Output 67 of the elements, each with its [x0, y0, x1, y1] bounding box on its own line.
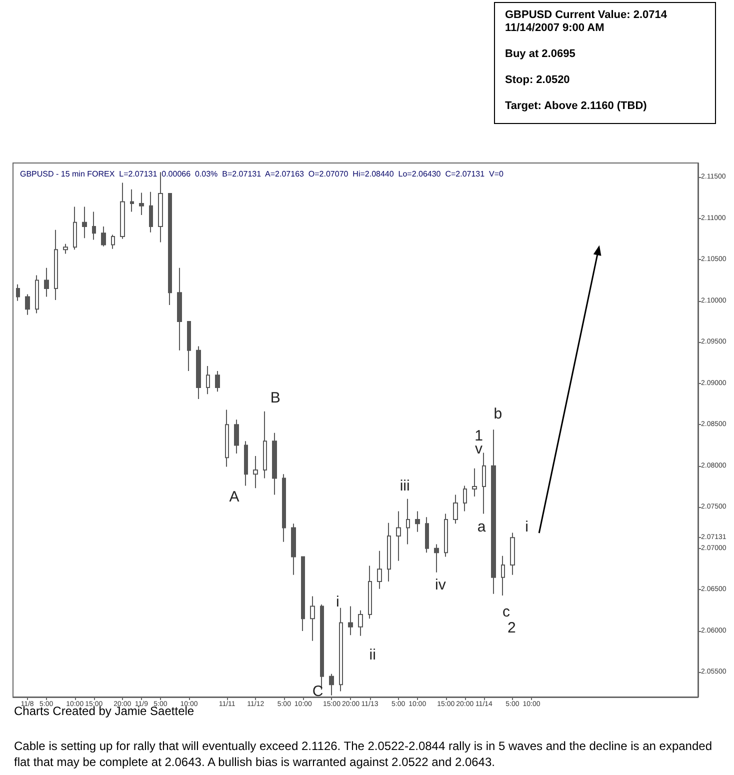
candlestick: [244, 440, 248, 486]
candlestick: [25, 294, 30, 316]
candlestick: [44, 267, 49, 298]
candlestick: [348, 606, 353, 636]
candlestick: [282, 474, 286, 542]
candlestick: [444, 513, 448, 558]
candlestick: [358, 610, 363, 636]
candlestick: [73, 206, 77, 250]
candlestick: [206, 366, 210, 395]
annotation: 2: [508, 620, 516, 637]
candlestick: [415, 510, 420, 532]
annotation: i: [525, 518, 528, 536]
candlestick: [291, 523, 296, 576]
candlestick: [149, 191, 153, 233]
annotation: a: [477, 518, 486, 536]
annotation: b: [494, 405, 502, 422]
candlestick: [491, 429, 496, 594]
annotation: ii: [369, 646, 376, 664]
candlestick: [177, 267, 182, 351]
candlestick: [501, 555, 505, 596]
candlestick: [196, 346, 201, 400]
candlestick: [272, 432, 277, 496]
candlestick: [35, 274, 39, 314]
candlestick: [130, 188, 134, 212]
candlestick: [215, 370, 220, 392]
candlestick: [368, 565, 372, 620]
annotation: B: [270, 389, 280, 406]
candlestick: [482, 452, 486, 514]
annotation: i: [336, 593, 340, 610]
candlestick: [510, 532, 515, 576]
annotation: iv: [435, 576, 446, 594]
candlestick: [406, 498, 410, 545]
candlestick: [225, 409, 229, 468]
text: GBPUSD - 15 min FOREX L=2.07131 0.00066 0.03% B=2.07131 A=2.07163 O=2.07070 Hi=2.08440 Lo=2.06430 C=2.07131 V=0: [20, 170, 504, 178]
candlestick: [310, 596, 315, 642]
annotation: A: [229, 488, 240, 506]
candlestick: [101, 226, 106, 247]
candlestick: [63, 243, 68, 254]
annotation: iii: [400, 478, 410, 495]
candlestick: [377, 550, 382, 590]
candlestick: [158, 172, 163, 243]
candlestick: [329, 673, 334, 696]
candlestick: [16, 284, 20, 302]
candlestick: [425, 516, 429, 554]
annotation: C: [312, 683, 324, 700]
candlestick: [234, 419, 239, 454]
candlestick: [111, 234, 115, 250]
candlestick: [54, 229, 58, 301]
candlestick: [434, 544, 439, 573]
candlestick: [396, 510, 401, 562]
text: GBPUSD Current Value: 2.0714 11/14/2007 9:00 AM Buy at 2.0695 Stop: 2.0520 Target: Above 2.1160 (TBD): [505, 9, 668, 112]
candlestick: [253, 456, 258, 489]
candlestick: [139, 192, 144, 216]
candlestick: [187, 320, 191, 372]
text: Cable is setting up for rally that will eventually exceed 2.1126. The 2.0522-2.0844 rally is in 5 waves and the decline is an expanded flat that may be complete at 2.0643. A bullish bias is warranted against 2.0522 and 2.0643.: [14, 738, 713, 770]
candlestick: [168, 193, 172, 306]
candlestick: [339, 607, 343, 692]
candlestick: [301, 556, 305, 632]
candlestick: [472, 468, 477, 497]
candlestick: [453, 494, 458, 524]
candlestick: [92, 211, 96, 240]
candlestick: [387, 522, 391, 582]
annotation: c: [502, 604, 510, 621]
candlestick: [82, 206, 87, 239]
candlestick: [120, 182, 125, 240]
candlestick: [463, 485, 467, 512]
candlestick: [263, 410, 267, 479]
